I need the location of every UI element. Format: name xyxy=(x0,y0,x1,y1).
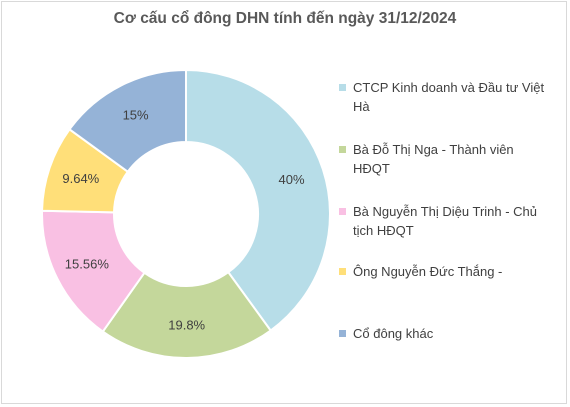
donut-slice-5 xyxy=(68,68,187,174)
donut-labels: 40% 19.8% 15.56% 9.64% 15% xyxy=(62,108,305,333)
chart-title: Cơ cấu cổ đông DHN tính đến ngày 31/12/2… xyxy=(113,10,457,27)
donut-slices xyxy=(41,68,331,359)
donut-slice-2 xyxy=(101,270,273,359)
legend-swatch-2 xyxy=(339,146,346,153)
slice-data-label-2: 19.8% xyxy=(168,317,205,332)
slice-data-label-5: 15% xyxy=(123,108,149,123)
slice-data-label-1: 40% xyxy=(279,172,305,187)
slice-data-label-3: 15.56% xyxy=(65,256,110,271)
legend-item-1: CTCP Kinh doanh và Đầu tư Việt Hà xyxy=(339,78,554,116)
legend-swatch-5 xyxy=(339,330,346,337)
legend-swatch-3 xyxy=(339,208,346,215)
donut-slice-1 xyxy=(185,68,331,332)
legend-label-3: Bà Nguyễn Thị Diệu Trinh - Chủ tịch HĐQT xyxy=(353,204,538,238)
legend-label-2: Bà Đỗ Thị Nga - Thành viên HĐQT xyxy=(353,142,514,176)
legend-label-5: Cổ đông khác xyxy=(353,326,434,341)
legend-swatch-4 xyxy=(339,268,346,275)
legend-item-5: Cổ đông khác xyxy=(339,324,554,343)
donut-slice-3 xyxy=(41,209,146,333)
legend-swatch-1 xyxy=(339,84,346,91)
legend-item-2: Bà Đỗ Thị Nga - Thành viên HĐQT xyxy=(339,140,554,178)
slice-data-label-4: 9.64% xyxy=(62,171,99,186)
legend-item-4: Ông Nguyễn Đức Thắng - xyxy=(339,262,554,281)
legend-label-4: Ông Nguyễn Đức Thắng - xyxy=(353,264,503,279)
legend-label-1: CTCP Kinh doanh và Đầu tư Việt Hà xyxy=(353,80,545,114)
legend-item-3: Bà Nguyễn Thị Diệu Trinh - Chủ tịch HĐQT xyxy=(339,202,554,240)
